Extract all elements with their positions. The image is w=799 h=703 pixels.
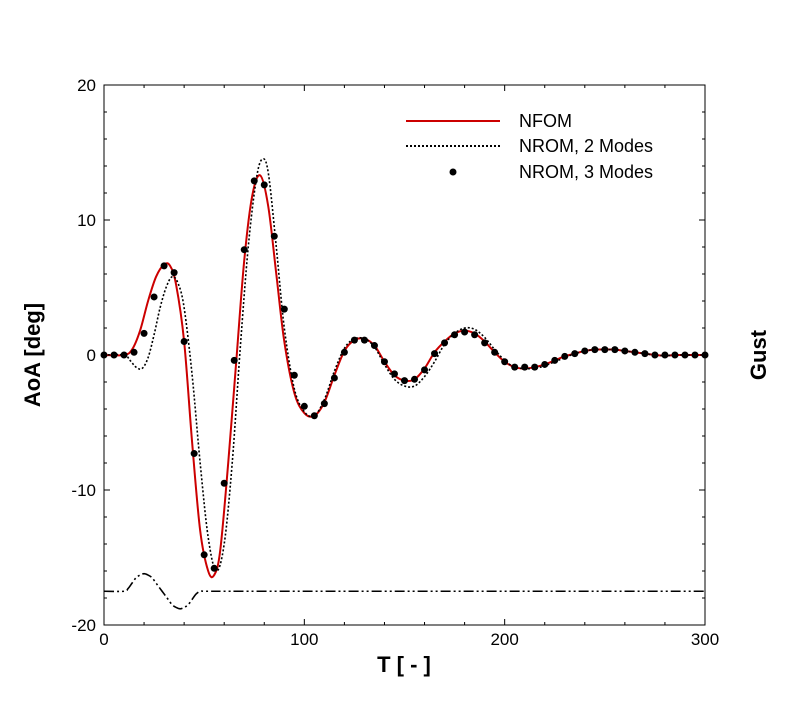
series-point-nrom-3-modes	[621, 347, 629, 355]
series-point-nrom-3-modes	[631, 348, 639, 356]
series-point-nrom-3-modes	[571, 350, 579, 358]
series-point-nrom-3-modes	[140, 329, 148, 337]
series-point-nrom-3-modes	[170, 269, 178, 277]
y-tick-label: 0	[87, 346, 96, 365]
series-point-nrom-3-modes	[511, 363, 519, 371]
series-point-nrom-3-modes	[200, 551, 208, 559]
series-point-nrom-3-modes	[611, 346, 619, 354]
series-point-nrom-3-modes	[441, 339, 449, 347]
series-point-nrom-3-modes	[310, 412, 318, 420]
series-point-nrom-3-modes	[120, 351, 128, 359]
series-point-nrom-3-modes	[180, 338, 188, 345]
axis-tick-labels: 0 100 200 300 -20 -10 0 10 20	[71, 76, 719, 649]
x-tick-label: 100	[290, 630, 318, 649]
series-point-nrom-3-modes	[481, 339, 489, 347]
series-point-nrom-3-modes	[681, 351, 689, 359]
series-point-nrom-3-modes	[260, 181, 268, 189]
series-point-nrom-3-modes	[421, 366, 429, 374]
series-point-nrom-3-modes	[230, 356, 238, 364]
series-point-nrom-3-modes	[240, 246, 248, 254]
y2-axis-title: Gust	[746, 329, 771, 380]
x-axis-title: T [ - ]	[377, 652, 431, 677]
legend-label-nfom: NFOM	[519, 111, 572, 131]
legend: NFOM NROM, 2 Modes NROM, 3 Modes	[406, 111, 653, 182]
x-tick-label: 300	[691, 630, 719, 649]
series-point-nrom-3-modes	[551, 356, 559, 364]
series-point-nrom-3-modes	[320, 400, 328, 408]
series-point-nrom-3-modes	[380, 358, 388, 366]
series-point-nrom-3-modes	[190, 450, 198, 458]
series-point-nrom-3-modes	[330, 374, 338, 382]
series-point-nrom-3-modes	[591, 346, 599, 354]
series-point-nrom-3-modes	[461, 328, 469, 336]
series-point-nrom-3-modes	[390, 370, 398, 378]
series-point-nrom-3-modes	[160, 262, 168, 270]
series-point-nrom-3-modes	[110, 351, 118, 359]
series-point-nrom-3-modes	[601, 346, 609, 354]
series-point-nrom-3-modes	[701, 351, 709, 359]
series-point-nrom-3-modes	[210, 564, 218, 572]
series-line-gust	[103, 572, 705, 610]
y-tick-label: 20	[77, 76, 96, 95]
series-point-nrom-3-modes	[300, 402, 308, 410]
series-point-nrom-3-modes	[671, 351, 679, 359]
series-point-nrom-3-modes	[360, 336, 368, 344]
series-point-nrom-3-modes	[541, 360, 549, 368]
series-point-nrom-3-modes	[340, 348, 348, 356]
series-point-nrom-3-modes	[100, 351, 108, 359]
series-point-nrom-3-modes	[501, 358, 509, 366]
series-point-nrom-3-modes	[220, 479, 228, 487]
series-point-nrom-3-modes	[370, 342, 378, 350]
y-tick-label: 10	[77, 211, 96, 230]
series-point-nrom-3-modes	[290, 371, 298, 379]
series-point-nrom-3-modes	[270, 232, 278, 240]
x-tick-label: 0	[99, 630, 108, 649]
series-line-nfom	[103, 174, 705, 579]
y-tick-label: -20	[71, 616, 96, 635]
series-layer	[100, 158, 709, 610]
series-point-nrom-3-modes	[471, 331, 479, 339]
series-point-nrom-3-modes	[401, 377, 408, 385]
series-point-nrom-3-modes	[130, 348, 138, 356]
series-point-nrom-3-modes	[691, 351, 699, 359]
series-point-nrom-3-modes	[451, 331, 459, 339]
x-tick-label: 200	[490, 630, 518, 649]
y-axis-title: AoA [deg]	[20, 303, 45, 407]
series-point-nrom-3-modes	[581, 347, 589, 355]
series-point-nrom-3-modes	[491, 348, 499, 356]
series-point-nrom-3-modes	[250, 177, 258, 185]
y-tick-label: -10	[71, 481, 96, 500]
series-point-nrom-3-modes	[280, 305, 288, 313]
series-point-nrom-3-modes	[661, 351, 669, 359]
series-point-nrom-3-modes	[350, 336, 358, 344]
series-line-nrom-2-modes	[103, 158, 705, 572]
legend-marker-nrom-3-modes	[449, 168, 457, 176]
series-point-nrom-3-modes	[531, 363, 539, 371]
series-point-nrom-3-modes	[521, 363, 529, 371]
series-point-nrom-3-modes	[431, 350, 439, 358]
series-point-nrom-3-modes	[561, 352, 569, 360]
series-point-nrom-3-modes	[411, 375, 419, 383]
series-point-nrom-3-modes	[651, 351, 659, 359]
series-point-nrom-3-modes	[150, 293, 158, 301]
series-point-nrom-3-modes	[641, 350, 649, 358]
legend-label-nrom-2-modes: NROM, 2 Modes	[519, 136, 653, 156]
legend-label-nrom-3-modes: NROM, 3 Modes	[519, 162, 653, 182]
